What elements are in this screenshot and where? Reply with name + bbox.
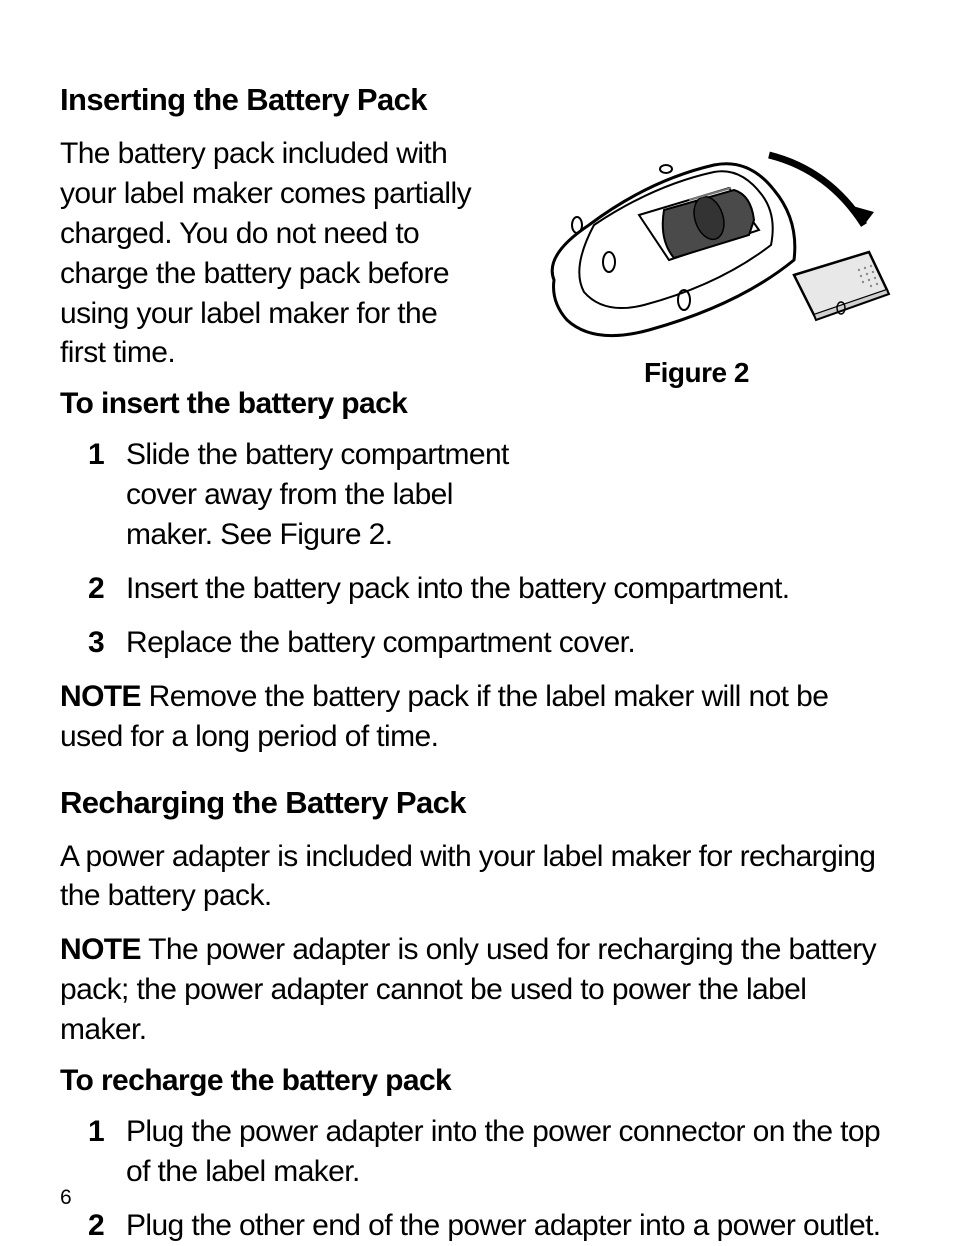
step-number: 3 bbox=[60, 623, 126, 663]
figure-2: Figure 2 bbox=[499, 140, 894, 389]
section2-intro: A power adapter is included with your la… bbox=[60, 837, 894, 917]
step-item: 1 Slide the battery compartment cover aw… bbox=[60, 435, 894, 555]
note-text: The power adapter is only used for recha… bbox=[60, 933, 876, 1046]
page-number: 6 bbox=[60, 1186, 71, 1210]
step-text: Replace the battery compartment cover. bbox=[126, 623, 894, 663]
step-text: Plug the power adapter into the power co… bbox=[126, 1112, 894, 1192]
step-number: 2 bbox=[60, 569, 126, 609]
document-page: Inserting the Battery Pack bbox=[0, 0, 954, 1246]
step-item: 2 Plug the other end of the power adapte… bbox=[60, 1206, 894, 1246]
step-number: 2 bbox=[60, 1206, 126, 1246]
step-number: 1 bbox=[60, 435, 126, 475]
step-item: 2 Insert the battery pack into the batte… bbox=[60, 569, 894, 609]
section1-intro: The battery pack included with your labe… bbox=[60, 134, 500, 373]
figure-caption: Figure 2 bbox=[499, 357, 894, 389]
section2-steps: 1 Plug the power adapter into the power … bbox=[60, 1112, 894, 1246]
step-text: Insert the battery pack into the battery… bbox=[126, 569, 894, 609]
note-label: NOTE bbox=[60, 933, 141, 966]
section2-subheading: To recharge the battery pack bbox=[60, 1064, 894, 1098]
battery-pack-illustration bbox=[499, 140, 894, 355]
section1-note: NOTE Remove the battery pack if the labe… bbox=[60, 677, 894, 757]
note-text: Remove the battery pack if the label mak… bbox=[60, 680, 828, 753]
section1-subheading: To insert the battery pack bbox=[60, 387, 894, 421]
step-text: Slide the battery compartment cover away… bbox=[126, 435, 531, 555]
step-item: 3 Replace the battery compartment cover. bbox=[60, 623, 894, 663]
step-item: 1 Plug the power adapter into the power … bbox=[60, 1112, 894, 1192]
section1-heading: Inserting the Battery Pack bbox=[60, 82, 894, 118]
section2-heading: Recharging the Battery Pack bbox=[60, 785, 894, 821]
step-number: 1 bbox=[60, 1112, 126, 1152]
step-text: Plug the other end of the power adapter … bbox=[126, 1206, 894, 1246]
note-label: NOTE bbox=[60, 680, 141, 713]
section2-note: NOTE The power adapter is only used for … bbox=[60, 930, 894, 1050]
section1-steps: 1 Slide the battery compartment cover aw… bbox=[60, 435, 894, 662]
